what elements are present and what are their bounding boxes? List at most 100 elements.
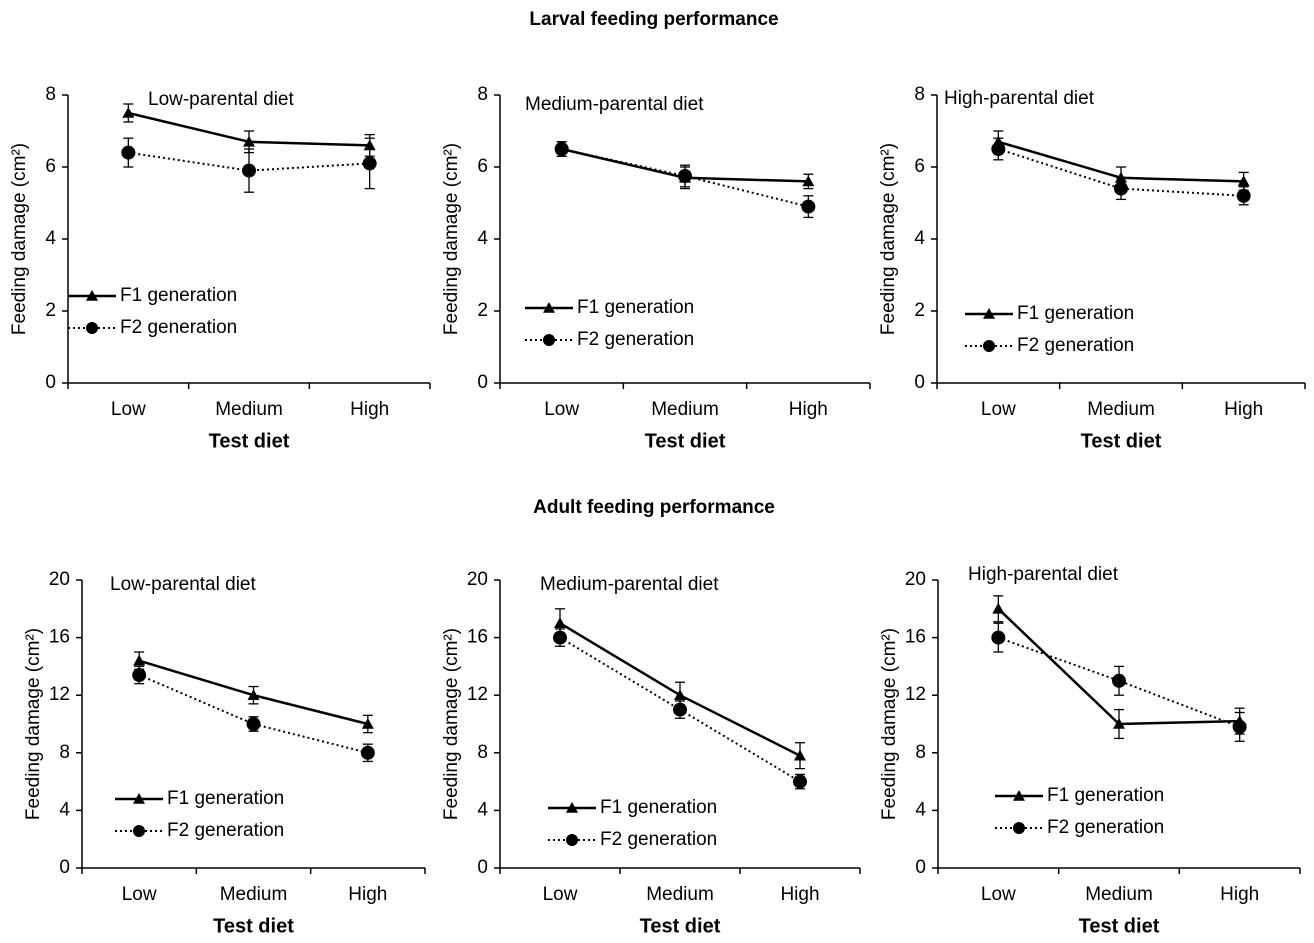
- y-tick-label: 2: [477, 300, 488, 321]
- legend-label: F1 generation: [600, 797, 717, 818]
- marker-circle: [543, 334, 555, 346]
- y-tick-label: 16: [49, 627, 70, 648]
- marker-circle: [991, 142, 1006, 156]
- y-tick-label: 20: [467, 569, 488, 590]
- x-tick-label: Medium: [1085, 884, 1153, 905]
- legend-label: F2 generation: [1047, 817, 1164, 838]
- panel: 0 4 8 12 16 20 Low Medium High Test diet Feeding d…: [879, 564, 1301, 937]
- marker-circle: [566, 834, 578, 846]
- y-tick-label: 6: [477, 156, 488, 177]
- panel: 0 4 8 12 16 20 Low Medium High Test diet Feeding d…: [23, 569, 426, 937]
- y-tick-label: 8: [477, 742, 488, 763]
- legend-label: F1 generation: [577, 297, 694, 318]
- y-tick-label: 8: [59, 742, 70, 763]
- y-tick-label: 4: [477, 228, 488, 249]
- marker-circle: [1236, 188, 1251, 203]
- y-tick-label: 0: [477, 372, 488, 393]
- y-tick-label: 12: [905, 684, 926, 705]
- y-tick-label: 8: [914, 84, 925, 105]
- marker-triangle: [243, 135, 255, 147]
- x-tick-label: High: [789, 399, 828, 420]
- marker-circle: [1232, 719, 1247, 734]
- marker-triangle: [86, 290, 98, 301]
- marker-triangle: [983, 308, 995, 319]
- panel-title: Medium-parental diet: [540, 574, 719, 595]
- marker-triangle: [802, 175, 815, 187]
- x-tick-label: High: [350, 399, 389, 420]
- marker-triangle: [1113, 718, 1125, 729]
- y-axis-label: Feeding damage (cm²): [441, 143, 462, 335]
- legend-label: F2 generation: [600, 829, 717, 850]
- marker-triangle: [361, 718, 374, 729]
- marker-circle: [793, 774, 807, 789]
- y-tick-label: 4: [914, 228, 925, 249]
- y-tick-label: 12: [49, 684, 70, 705]
- marker-circle: [362, 156, 377, 171]
- x-tick-label: Medium: [646, 884, 714, 905]
- x-axis-label: Test diet: [640, 915, 721, 937]
- marker-circle: [991, 630, 1006, 645]
- x-axis-label: Test diet: [1079, 915, 1160, 937]
- y-tick-label: 16: [905, 627, 926, 648]
- y-tick-label: 0: [914, 372, 925, 393]
- section-heading: Larval feeding performance: [529, 9, 778, 30]
- marker-circle: [554, 142, 569, 156]
- marker-circle: [801, 199, 816, 214]
- marker-triangle: [794, 749, 806, 761]
- panel-title: Medium-parental diet: [525, 94, 704, 115]
- panel-title: High-parental diet: [968, 564, 1119, 585]
- section-heading: Adult feeding performance: [533, 497, 775, 518]
- marker-triangle: [122, 107, 135, 118]
- y-tick-label: 6: [914, 156, 925, 177]
- marker-circle: [133, 825, 145, 837]
- x-tick-label: Low: [543, 884, 578, 905]
- marker-triangle: [247, 689, 260, 700]
- marker-triangle: [133, 793, 145, 804]
- marker-triangle: [1013, 790, 1025, 801]
- panel-title: High-parental diet: [944, 88, 1095, 109]
- y-tick-label: 4: [915, 799, 926, 820]
- y-tick-label: 20: [905, 569, 926, 590]
- y-tick-label: 4: [59, 799, 70, 820]
- marker-circle: [246, 717, 261, 731]
- y-axis-label: Feeding damage (cm²): [441, 628, 462, 820]
- y-tick-label: 8: [915, 742, 926, 763]
- x-axis-label: Test diet: [1081, 430, 1162, 452]
- panel-title: Low-parental diet: [148, 89, 294, 110]
- marker-triangle: [992, 602, 1005, 614]
- y-axis-label: Feeding damage (cm²): [23, 628, 44, 820]
- y-tick-label: 0: [59, 857, 70, 878]
- x-tick-label: High: [780, 884, 819, 905]
- y-tick-label: 0: [477, 857, 488, 878]
- marker-triangle: [554, 617, 566, 628]
- x-tick-label: Medium: [220, 884, 288, 905]
- legend-label: F1 generation: [1017, 303, 1134, 324]
- marker-circle: [553, 630, 567, 645]
- y-tick-label: 16: [467, 627, 488, 648]
- panel: 0 2 4 6 8 Low Medium High Test diet Feeding damag…: [878, 84, 1306, 452]
- x-tick-label: Medium: [651, 399, 719, 420]
- series-line: [138, 674, 369, 754]
- panel: 0 2 4 6 8 Low Medium High Test diet Feeding damag…: [9, 84, 431, 452]
- panel: 0 4 8 12 16 20 Low Medium High Test diet Feeding d…: [441, 569, 861, 937]
- legend-label: F1 generation: [167, 788, 284, 809]
- series-line: [998, 148, 1244, 197]
- panel: 0 2 4 6 8 Low Medium High Test diet Feeding damag…: [441, 84, 871, 452]
- y-tick-label: 2: [45, 300, 56, 321]
- x-tick-label: Low: [111, 399, 146, 420]
- x-axis-label: Test diet: [213, 915, 294, 937]
- series-line: [559, 636, 801, 783]
- y-tick-label: 6: [45, 156, 56, 177]
- y-tick-label: 20: [49, 569, 70, 590]
- marker-circle: [242, 163, 256, 178]
- marker-triangle: [133, 654, 146, 666]
- marker-triangle: [1237, 175, 1250, 187]
- x-tick-label: High: [348, 884, 387, 905]
- marker-circle: [1112, 673, 1126, 688]
- y-tick-label: 2: [914, 300, 925, 321]
- y-tick-label: 0: [915, 857, 926, 878]
- legend-label: F2 generation: [167, 820, 284, 841]
- marker-circle: [1013, 822, 1025, 834]
- y-tick-label: 4: [477, 799, 488, 820]
- marker-circle: [983, 340, 995, 352]
